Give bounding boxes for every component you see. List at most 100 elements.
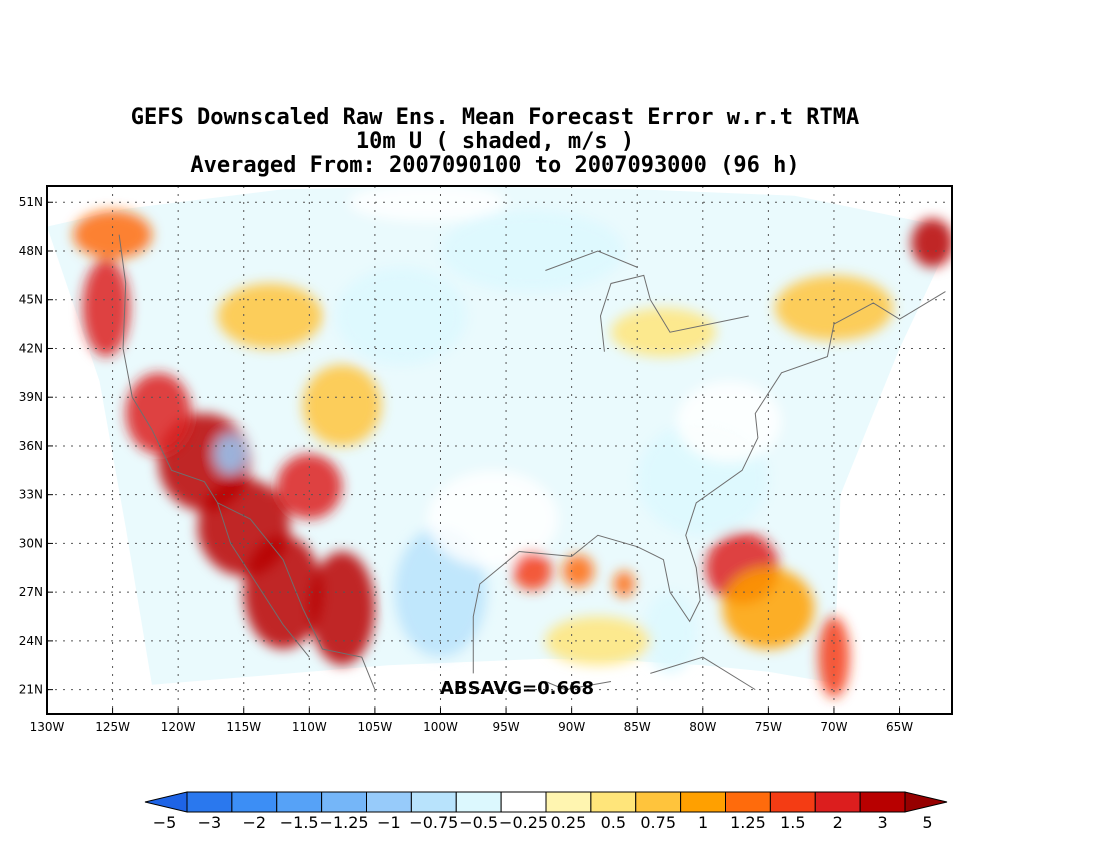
colorbar-swatch-15 <box>814 791 861 813</box>
shaded-field <box>73 186 952 698</box>
colorbar-label-10: 0.5 <box>601 813 626 832</box>
colorbar-label-3: −1.5 <box>280 813 319 832</box>
colorbar-label-13: 1.25 <box>730 813 766 832</box>
lon-tick-label-8: 90W <box>558 720 585 734</box>
coastline-2 <box>472 291 946 674</box>
lon-tick-label-1: 125W <box>95 720 130 734</box>
lon-tick-label-2: 120W <box>161 720 196 734</box>
colorbar-label-2: −2 <box>243 813 267 832</box>
lat-tick-label-8: 45N <box>19 293 43 307</box>
colorbar-swatch-8 <box>500 791 547 813</box>
colorbar-label-8: −0.25 <box>499 813 548 832</box>
field-feature-2 <box>243 535 323 650</box>
colorbar-swatch-12 <box>680 791 726 813</box>
field-feature-9 <box>217 283 323 349</box>
colorbar-swatch-9 <box>545 791 592 813</box>
title-line-3: Averaged From: 2007090100 to 2007093000 … <box>190 153 799 178</box>
colorbar-label-11: 0.75 <box>640 813 676 832</box>
field-feature-21 <box>562 554 594 588</box>
lon-tick-label-10: 80W <box>689 720 716 734</box>
field-feature-4 <box>309 551 375 666</box>
colorbar-swatch-10 <box>590 791 637 813</box>
field-feature-5 <box>276 454 343 520</box>
map-frame <box>46 185 953 715</box>
field-feature-26 <box>610 307 716 357</box>
field-feature-12 <box>335 267 467 365</box>
colorbar-swatch-2 <box>231 791 278 813</box>
title-line-2: 10m U ( shaded, m/s ) <box>356 129 634 154</box>
coastline-1 <box>217 502 310 658</box>
lat-tick-label-3: 30N <box>19 536 43 550</box>
grid-lines <box>47 186 952 714</box>
field-feature-24 <box>818 616 850 698</box>
colorbar-label-5: −1 <box>377 813 401 832</box>
field-feature-28 <box>348 186 507 222</box>
field-feature-19 <box>722 567 815 650</box>
colorbar-swatch-17 <box>904 791 948 813</box>
colorbar-swatch-13 <box>725 791 771 813</box>
colorbar-label-0: −5 <box>153 813 177 832</box>
absavg-annotation: ABSAVG=0.668 <box>440 678 594 699</box>
colorbar-swatch-3 <box>276 791 323 813</box>
field-feature-15 <box>676 380 782 463</box>
colorbar-swatch-7 <box>455 791 502 813</box>
colorbar-label-14: 1.5 <box>780 813 805 832</box>
lat-tick-label-5: 36N <box>19 439 43 453</box>
colorbar-swatch-11 <box>635 791 682 813</box>
field-feature-23 <box>911 218 952 268</box>
lon-tick-label-13: 65W <box>886 720 913 734</box>
colorbar-label-7: −0.5 <box>459 813 498 832</box>
title-line-1: GEFS Downscaled Raw Ens. Mean Forecast E… <box>131 105 859 130</box>
field-feature-8 <box>302 364 382 446</box>
lat-tick-label-2: 27N <box>19 585 43 599</box>
lat-tick-label-4: 33N <box>19 488 43 502</box>
colorbar-label-12: 1 <box>698 813 708 832</box>
lon-tick-label-5: 105W <box>358 720 393 734</box>
lon-tick-label-7: 95W <box>492 720 519 734</box>
colorbar: −5 −3 −2 −1.5 −1.25 −1 −0.75 −0.5 −0.25 0.25 0.5 0.… <box>144 791 948 832</box>
colorbar-label-9: 0.25 <box>551 813 587 832</box>
lat-tick-label-10: 51N <box>19 195 43 209</box>
lon-tick-label-12: 70W <box>820 720 847 734</box>
lat-tick-label-7: 42N <box>19 341 43 355</box>
colorbar-label-1: −3 <box>198 813 222 832</box>
field-feature-6 <box>82 259 130 357</box>
lat-tick-label-0: 21N <box>19 683 43 697</box>
lon-tick-label-0: 130W <box>30 720 65 734</box>
longitude-ticks: 130W 125W 120W 115W 110W 105W 100W 95W 90W 85W 80W… <box>30 708 913 734</box>
colorbar-swatch-14 <box>769 791 816 813</box>
lon-tick-label-6: 100W <box>423 720 458 734</box>
colorbar-label-4: −1.25 <box>320 813 369 832</box>
coastlines <box>118 234 946 691</box>
colorbar-label-6: −0.75 <box>409 813 458 832</box>
coastline-4 <box>545 250 638 271</box>
lon-tick-label-4: 110W <box>292 720 327 734</box>
colorbar-swatch-16 <box>859 791 906 813</box>
lon-tick-label-11: 75W <box>755 720 782 734</box>
field-feature-27 <box>545 616 651 666</box>
field-feature-20 <box>512 551 552 591</box>
colorbar-swatch-6 <box>410 791 457 813</box>
lon-tick-label-3: 115W <box>226 720 261 734</box>
colorbar-swatch-1 <box>186 791 233 813</box>
coastline-6 <box>650 656 756 691</box>
lat-tick-label-1: 24N <box>19 634 43 648</box>
field-feature-17 <box>427 470 559 568</box>
colorbar-swatch-0 <box>144 791 188 813</box>
colorbar-label-16: 3 <box>877 813 887 832</box>
lat-tick-label-6: 39N <box>19 390 43 404</box>
map-area <box>47 186 952 714</box>
colorbar-label-17: 5 <box>922 813 932 832</box>
coastline-5 <box>545 681 612 691</box>
lon-tick-label-9: 85W <box>624 720 651 734</box>
field-feature-3 <box>125 372 192 455</box>
field-feature-13 <box>440 210 625 292</box>
lat-tick-label-9: 48N <box>19 244 43 258</box>
colorbar-swatch-4 <box>321 791 367 813</box>
colorbar-label-15: 2 <box>833 813 843 832</box>
field-feature-22 <box>613 571 635 598</box>
coastline-0 <box>118 234 376 690</box>
coastline-3 <box>599 274 749 352</box>
field-feature-10 <box>214 434 247 474</box>
